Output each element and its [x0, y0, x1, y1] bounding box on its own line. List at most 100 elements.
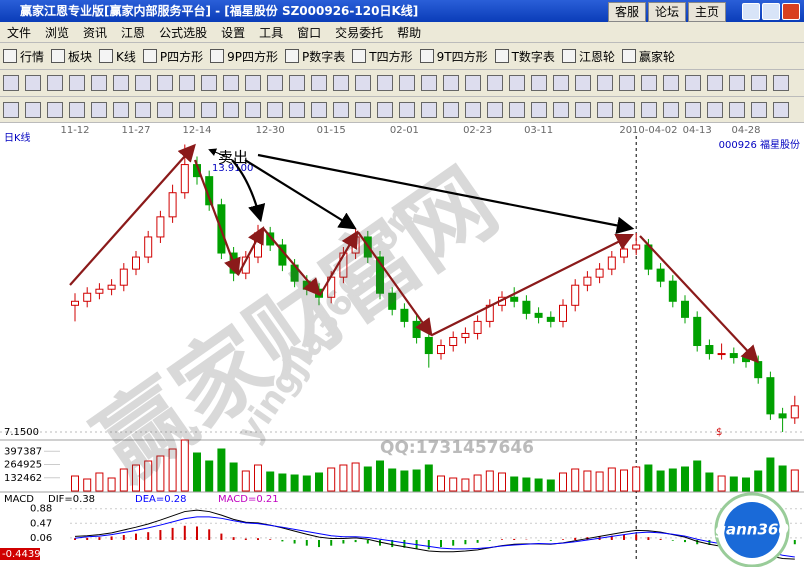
tool-icon[interactable]: [333, 75, 349, 91]
tool-icon[interactable]: [509, 101, 525, 118]
tool-icon[interactable]: [311, 101, 327, 118]
tool-icon[interactable]: [245, 101, 261, 118]
tool-icon[interactable]: [355, 101, 371, 118]
tool-icon[interactable]: [3, 75, 19, 91]
menu-item[interactable]: 浏览: [45, 25, 70, 40]
tool-icon[interactable]: [531, 75, 547, 91]
tool-icon[interactable]: [751, 75, 767, 91]
toolbar-button[interactable]: 9T四方形: [417, 48, 492, 65]
menu-item[interactable]: 交易委托: [335, 25, 384, 40]
tool-icon[interactable]: [179, 101, 195, 118]
toolbar-button[interactable]: P数字表: [282, 48, 349, 65]
tool-icon[interactable]: [201, 75, 217, 91]
tool-icon[interactable]: [157, 101, 173, 118]
tool-icon[interactable]: [487, 75, 503, 91]
tool-icon[interactable]: [487, 101, 503, 118]
tool-icon[interactable]: [91, 101, 107, 118]
tool-icon[interactable]: [399, 75, 415, 91]
tool-icon[interactable]: [333, 101, 349, 118]
tool-icon[interactable]: [289, 75, 305, 91]
tool-icon[interactable]: [421, 75, 437, 91]
tool-icon[interactable]: [113, 101, 129, 118]
tool-icon[interactable]: [355, 75, 371, 91]
tool-icon[interactable]: [619, 75, 635, 91]
tool-icon[interactable]: [399, 101, 415, 118]
tool-icon[interactable]: [25, 75, 41, 91]
tool-icon[interactable]: [311, 75, 327, 91]
tool-icon[interactable]: [377, 75, 393, 91]
menu-item[interactable]: 资讯: [83, 25, 108, 40]
toolbar-button[interactable]: 9P四方形: [207, 48, 282, 65]
tool-icon[interactable]: [91, 75, 107, 91]
tool-icon[interactable]: [641, 101, 657, 118]
tool-icon[interactable]: [47, 75, 63, 91]
tool-icon[interactable]: [707, 101, 723, 118]
tool-icon[interactable]: [223, 75, 239, 91]
menu-item[interactable]: 公式选股: [159, 25, 208, 40]
tool-icon[interactable]: [531, 101, 547, 118]
title-button[interactable]: 论坛: [647, 2, 686, 22]
tool-icon[interactable]: [685, 75, 701, 91]
tool-icon[interactable]: [69, 101, 85, 118]
volume-bar: [437, 475, 445, 492]
tool-icon[interactable]: [619, 101, 635, 118]
tool-icon[interactable]: [223, 101, 239, 118]
tool-icon[interactable]: [707, 75, 723, 91]
toolbar-button[interactable]: K线: [96, 48, 140, 65]
tool-icon[interactable]: [553, 101, 569, 118]
tool-icon[interactable]: [773, 75, 789, 91]
tool-icon[interactable]: [113, 75, 129, 91]
tool-icon[interactable]: [685, 101, 701, 118]
tool-icon[interactable]: [641, 75, 657, 91]
tool-icon[interactable]: [135, 75, 151, 91]
tool-icon[interactable]: [377, 101, 393, 118]
title-button[interactable]: 客服: [607, 2, 646, 22]
tool-icon[interactable]: [157, 75, 173, 91]
tool-icon[interactable]: [443, 75, 459, 91]
tool-icon[interactable]: [267, 101, 283, 118]
title-button[interactable]: 主页: [687, 2, 726, 22]
toolbar-button[interactable]: 行情: [0, 48, 48, 65]
menu-item[interactable]: 江恩: [121, 25, 146, 40]
tool-icon[interactable]: [267, 75, 283, 91]
toolbar-button[interactable]: 赢家轮: [619, 48, 679, 65]
tool-icon[interactable]: [729, 101, 745, 118]
menu-item[interactable]: 帮助: [397, 25, 422, 40]
tool-icon[interactable]: [773, 101, 789, 118]
tool-icon[interactable]: [597, 75, 613, 91]
tool-icon[interactable]: [289, 101, 305, 118]
tool-icon[interactable]: [553, 75, 569, 91]
tool-icon[interactable]: [443, 101, 459, 118]
tool-icon[interactable]: [421, 101, 437, 118]
tool-icon[interactable]: [69, 75, 85, 91]
tool-icon[interactable]: [575, 75, 591, 91]
toolbar-button[interactable]: P四方形: [140, 48, 207, 65]
minimize[interactable]: [742, 3, 760, 20]
tool-icon[interactable]: [179, 75, 195, 91]
toolbar-button[interactable]: T数字表: [492, 48, 559, 65]
tool-icon[interactable]: [465, 75, 481, 91]
tool-icon[interactable]: [3, 101, 19, 118]
tool-icon[interactable]: [465, 101, 481, 118]
menu-item[interactable]: 文件: [7, 25, 32, 40]
tool-icon[interactable]: [245, 75, 261, 91]
tool-icon[interactable]: [135, 101, 151, 118]
menu-item[interactable]: 窗口: [297, 25, 322, 40]
tool-icon[interactable]: [47, 101, 63, 118]
tool-icon[interactable]: [201, 101, 217, 118]
tool-icon[interactable]: [663, 75, 679, 91]
tool-icon[interactable]: [663, 101, 679, 118]
menu-item[interactable]: 设置: [221, 25, 246, 40]
tool-icon[interactable]: [575, 101, 591, 118]
toolbar-button[interactable]: T四方形: [349, 48, 416, 65]
toolbar-button[interactable]: 江恩轮: [559, 48, 619, 65]
maximize[interactable]: [762, 3, 780, 20]
tool-icon[interactable]: [729, 75, 745, 91]
menu-item[interactable]: 工具: [259, 25, 284, 40]
tool-icon[interactable]: [25, 101, 41, 118]
tool-icon[interactable]: [597, 101, 613, 118]
tool-icon[interactable]: [509, 75, 525, 91]
tool-icon[interactable]: [751, 101, 767, 118]
toolbar-button[interactable]: 板块: [48, 48, 96, 65]
close[interactable]: [782, 3, 800, 20]
